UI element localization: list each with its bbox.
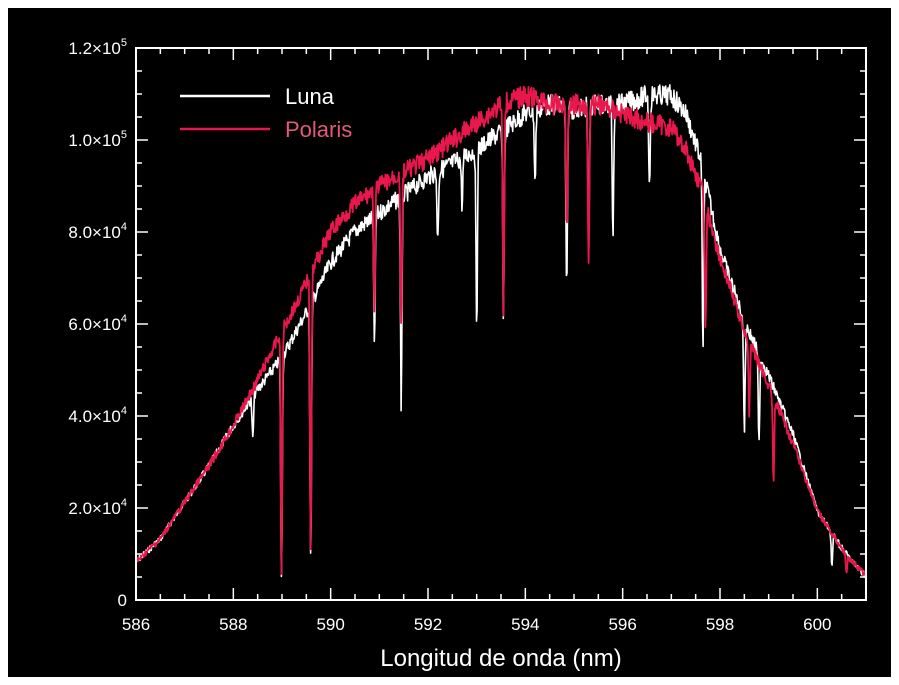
- x-tick-label: 590: [316, 615, 344, 634]
- x-tick-label: 600: [803, 615, 831, 634]
- x-axis-label: Longitud de onda (nm): [380, 645, 622, 672]
- chart-frame: 586 588 590 592 594 596 598 600 0 2.0×104 4.0×104 6…: [8, 8, 891, 677]
- y-tick-label: 1.2×105: [68, 37, 127, 58]
- legend-label-polaris: Polaris: [285, 117, 352, 142]
- y-tick-label: 6.0×104: [68, 313, 127, 334]
- series-layer: [135, 84, 867, 578]
- spectrum-chart: 586 588 590 592 594 596 598 600 0 2.0×104 4.0×104 6…: [8, 8, 891, 677]
- x-tick-label: 592: [414, 615, 442, 634]
- y-tick-label: 0: [118, 591, 127, 610]
- y-tick-label: 8.0×104: [68, 221, 127, 242]
- x-tick-label: 598: [706, 615, 734, 634]
- legend-label-luna: Luna: [285, 84, 335, 109]
- y-tick-label: 4.0×104: [68, 405, 127, 426]
- legend: Luna Polaris: [180, 84, 352, 142]
- x-tick-label: 596: [608, 615, 636, 634]
- x-tick-label: 594: [511, 615, 539, 634]
- x-tick-label: 586: [122, 615, 150, 634]
- series-line-luna: [135, 84, 867, 578]
- series-line-polaris: [135, 85, 867, 578]
- ticks-layer: 586 588 590 592 594 596 598 600 0 2.0×104 4.0×104 6…: [68, 37, 867, 634]
- y-tick-label: 2.0×104: [68, 497, 127, 518]
- y-tick-label: 1.0×105: [68, 129, 127, 150]
- x-tick-label: 588: [219, 615, 247, 634]
- chart-background: [8, 8, 891, 677]
